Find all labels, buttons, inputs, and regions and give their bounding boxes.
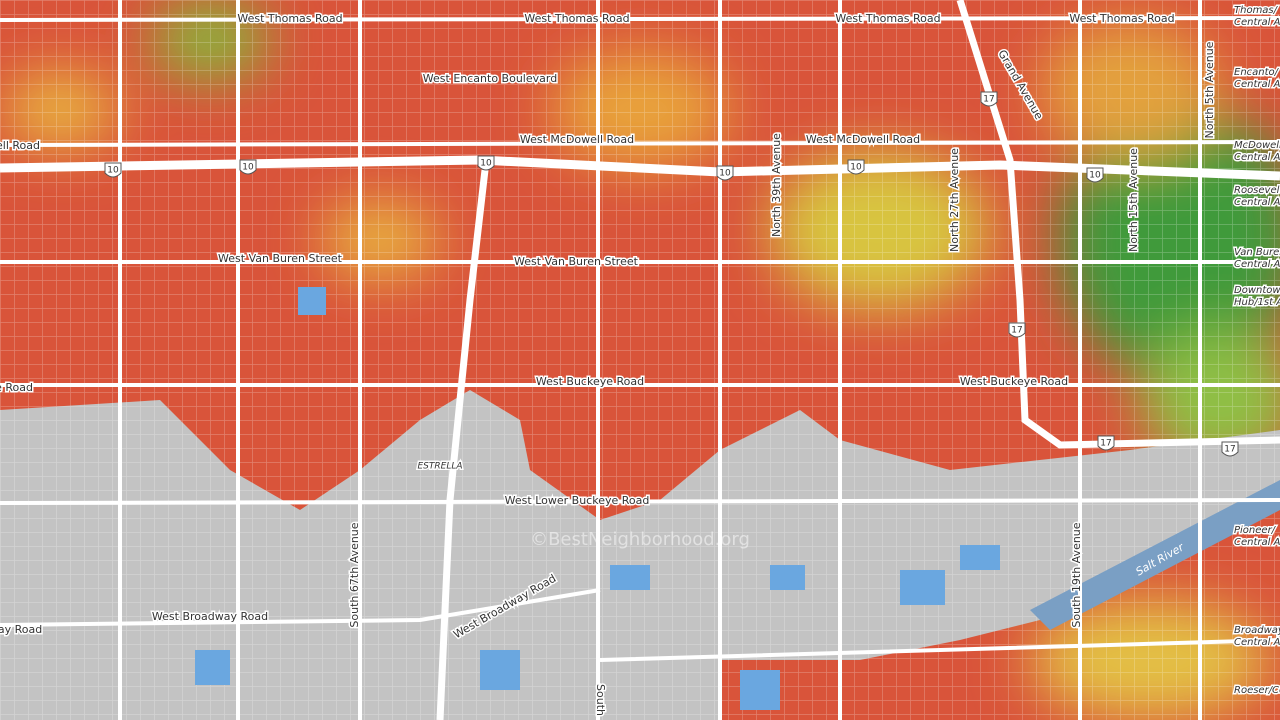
street-label: West Buckeye Road xyxy=(536,375,644,388)
highway-shield: 17 xyxy=(980,91,998,107)
highway-shield: 17 xyxy=(1221,441,1239,457)
street-label: West Broadway Road xyxy=(152,610,268,623)
highway-shield: 10 xyxy=(239,159,257,175)
street-label: West Lower Buckeye Road xyxy=(505,494,650,507)
street-label: West Van Buren Street xyxy=(514,255,639,268)
shield-number: 17 xyxy=(983,95,994,105)
shield-shape xyxy=(1097,435,1115,451)
station-label: Central Av xyxy=(1234,79,1280,90)
shield-shape xyxy=(1221,441,1239,457)
highway-shield: 10 xyxy=(1086,167,1104,183)
station-label: Central Av xyxy=(1234,537,1280,548)
street-label: e Road xyxy=(0,381,33,394)
street-label: West McDowell Road xyxy=(806,133,920,146)
shield-number: 17 xyxy=(1011,326,1022,336)
shield-shape xyxy=(1008,322,1026,338)
street-label: West Van Buren Street xyxy=(218,252,343,265)
street-label: North 15th Avenue xyxy=(1127,148,1140,252)
highway-shield: 10 xyxy=(847,159,865,175)
street-label: North 39th Avenue xyxy=(770,133,783,237)
shield-shape xyxy=(104,162,122,178)
shield-number: 10 xyxy=(850,163,862,173)
station-label: Central Av xyxy=(1234,637,1280,648)
street-label: West Buckeye Road xyxy=(960,375,1068,388)
shield-number: 10 xyxy=(480,159,492,169)
street-label: North 27th Avenue xyxy=(948,148,961,252)
station-label: Thomas/ xyxy=(1234,5,1279,16)
street-label: ESTRELLA xyxy=(417,462,462,472)
station-label: Van Buren/ xyxy=(1234,247,1280,258)
highway-shield: 10 xyxy=(716,165,734,181)
station-label: Broadway/ xyxy=(1234,625,1280,636)
street-label: South 19th Avenue xyxy=(1070,522,1083,627)
station-label: Central Ave xyxy=(1234,152,1280,163)
highway-shield: 17 xyxy=(1008,322,1026,338)
street-label: West McDowell Road xyxy=(520,133,634,146)
highway-shield: 10 xyxy=(104,162,122,178)
shield-shape xyxy=(239,159,257,175)
shield-number: 17 xyxy=(1100,439,1111,449)
station-label: Encanto/ xyxy=(1234,67,1280,78)
station-label: Central Av xyxy=(1234,197,1280,208)
station-label: Hub/1st Ave xyxy=(1234,297,1280,308)
station-label: McDowell/ xyxy=(1234,140,1280,151)
highway-shield: 17 xyxy=(1097,435,1115,451)
water xyxy=(195,287,1280,710)
watermark: ©BestNeighborhood.org xyxy=(530,529,750,550)
street-label: West Thomas Road xyxy=(524,12,629,25)
station-label: Roosevelt/ xyxy=(1234,185,1280,196)
station-label: Pioneer/ xyxy=(1234,525,1277,536)
street-label: ay Road xyxy=(0,623,42,636)
station-label: Central Av xyxy=(1234,17,1280,28)
shield-number: 10 xyxy=(1089,171,1101,181)
shield-number: 10 xyxy=(719,169,731,179)
station-label: Downtown Phx xyxy=(1234,285,1280,296)
shield-shape xyxy=(1086,167,1104,183)
shield-shape xyxy=(980,91,998,107)
street-label: South xyxy=(594,684,607,716)
highway-shield: 10 xyxy=(477,155,495,171)
street-label: West Encanto Boulevard xyxy=(423,72,557,85)
shield-number: 10 xyxy=(107,166,119,176)
street-label: West Thomas Road xyxy=(1069,12,1174,25)
street-label: North 5th Avenue xyxy=(1203,41,1216,138)
shield-shape xyxy=(477,155,495,171)
station-label: Central Av xyxy=(1234,259,1280,270)
street-label: West Thomas Road xyxy=(237,12,342,25)
shield-shape xyxy=(716,165,734,181)
shield-number: 17 xyxy=(1224,445,1235,455)
station-label: Roeser/Central xyxy=(1234,685,1280,696)
shield-number: 10 xyxy=(242,163,254,173)
street-label: West Thomas Road xyxy=(835,12,940,25)
street-label: ell Road xyxy=(0,139,40,152)
street-label: South 67th Avenue xyxy=(348,522,361,627)
shield-shape xyxy=(847,159,865,175)
